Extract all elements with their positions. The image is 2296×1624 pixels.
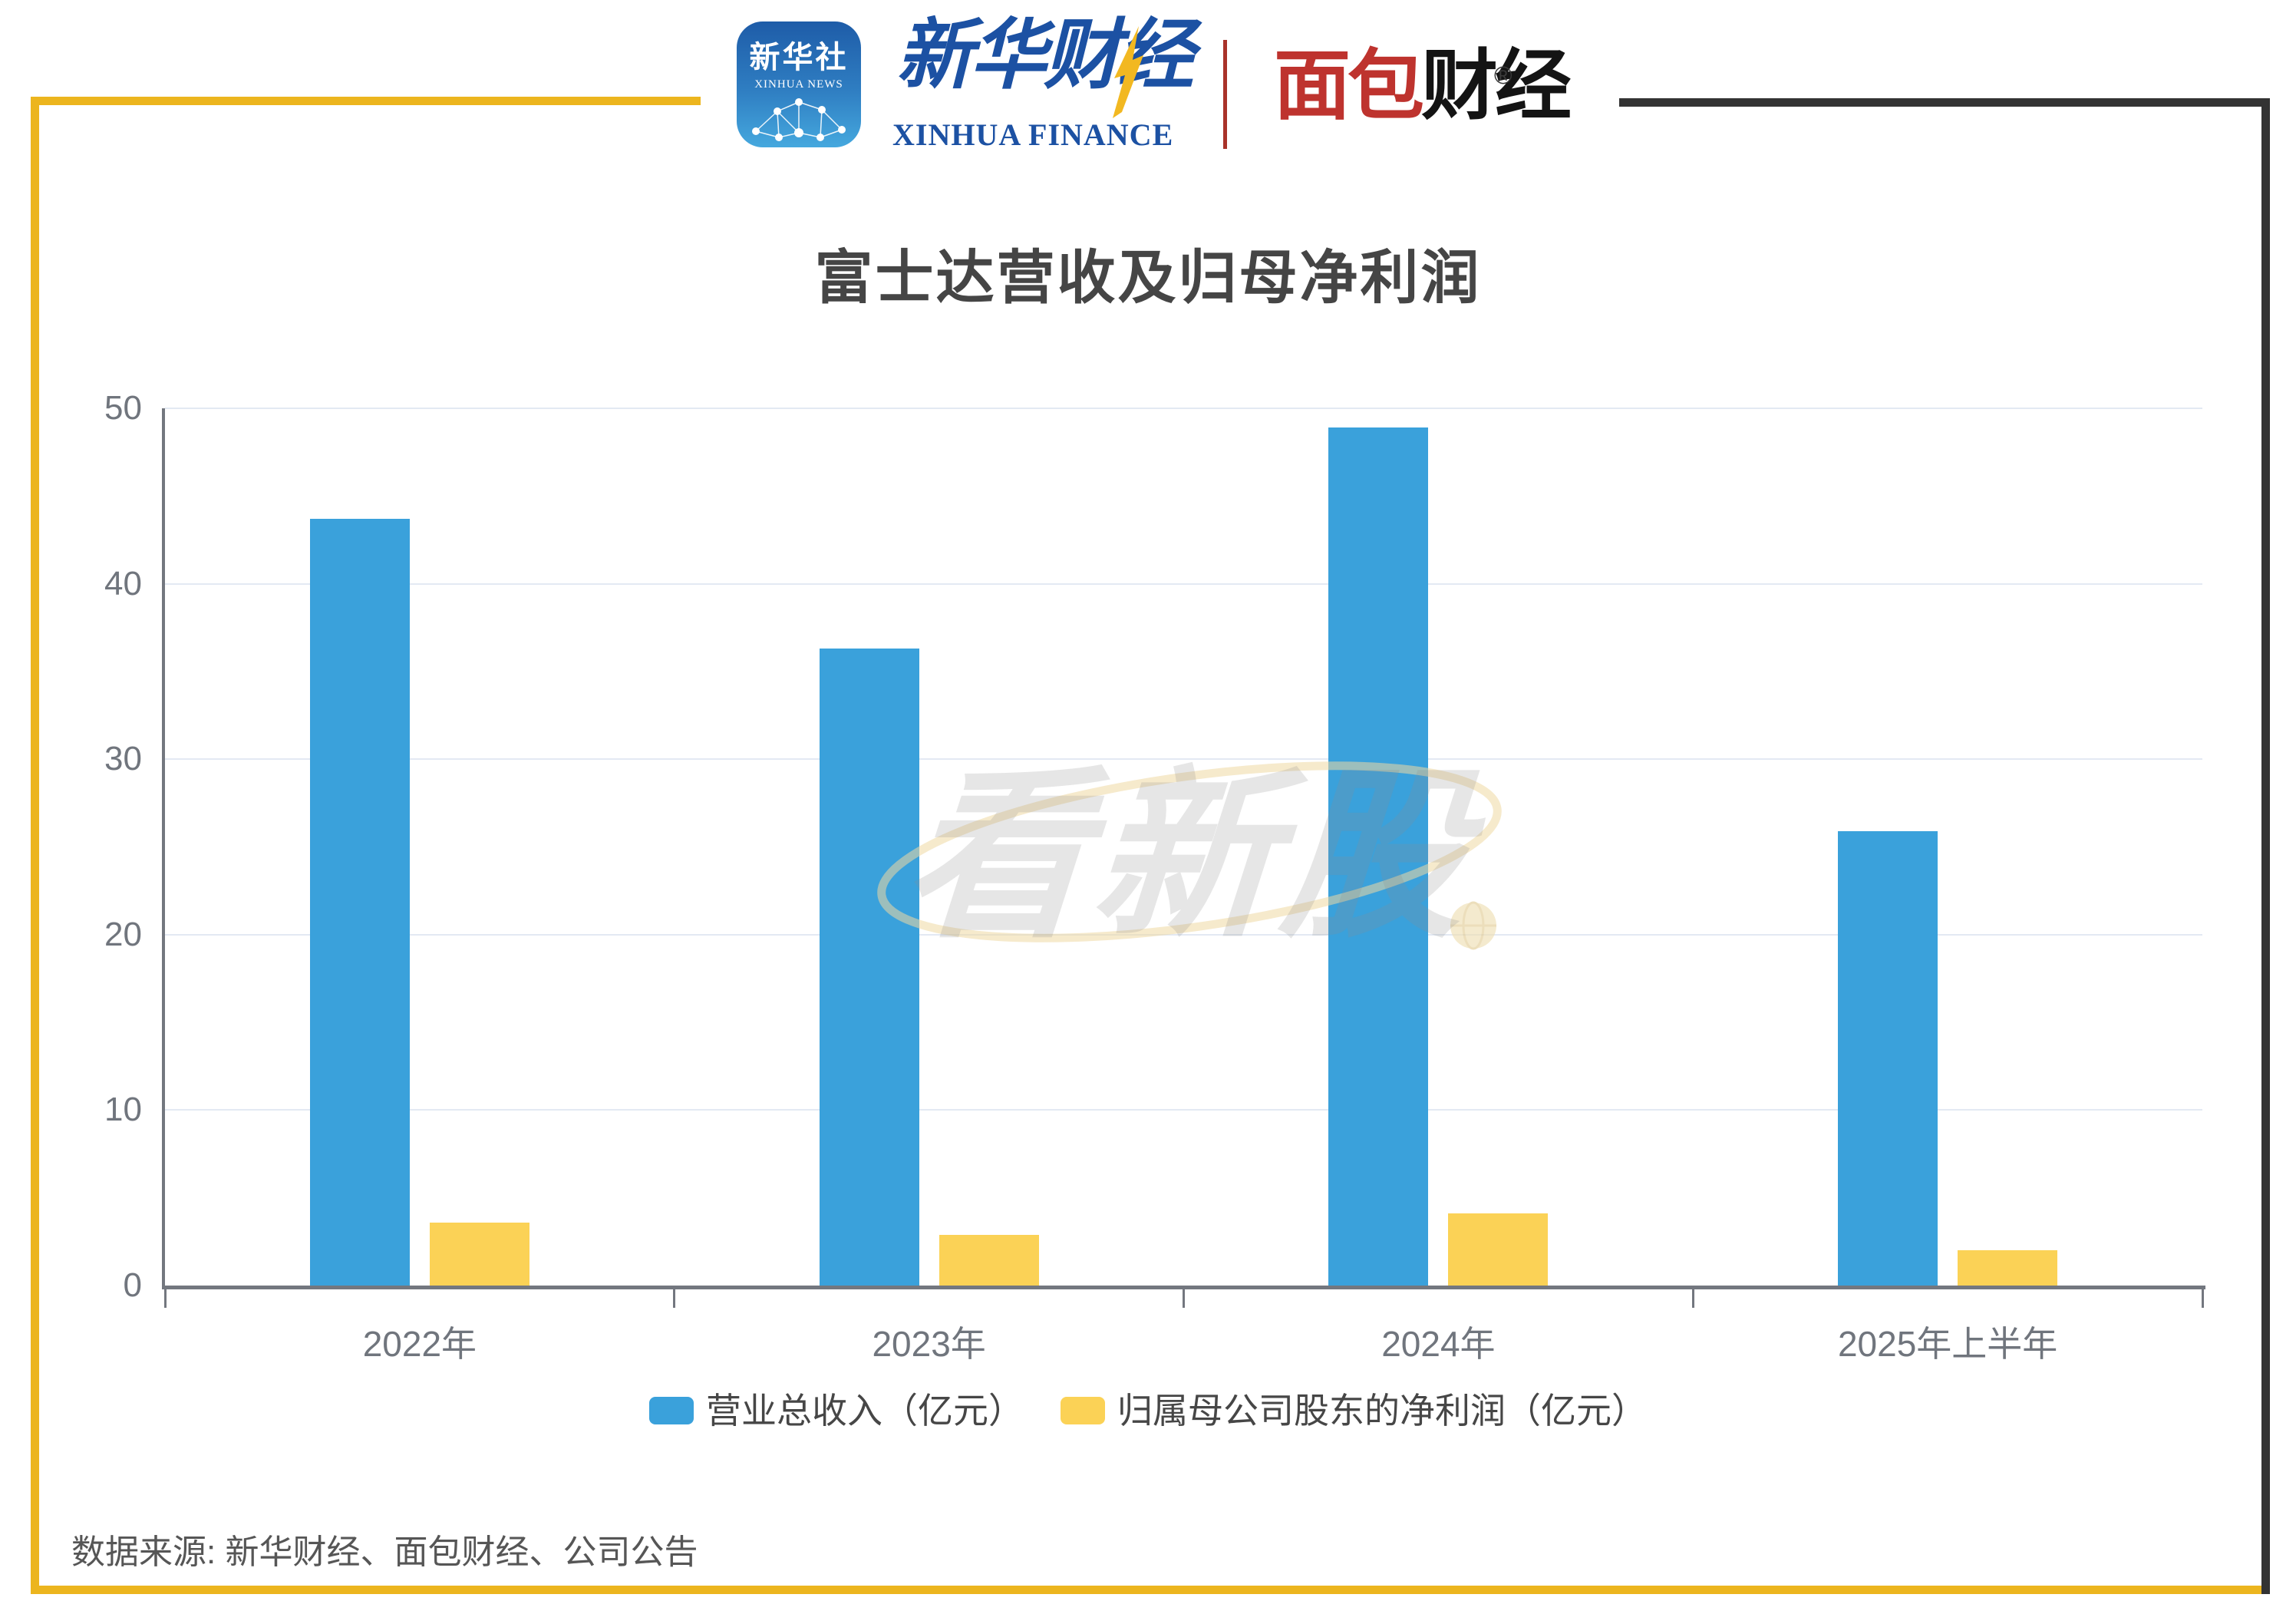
header-divider: [1223, 40, 1227, 149]
chart-title: 富士达营收及归母净利润: [814, 246, 1482, 311]
x-axis-tick-4: [2201, 1289, 2204, 1308]
bar-2024年-series-0[interactable]: [1328, 427, 1429, 1286]
x-axis-tick-1: [673, 1289, 676, 1308]
gridline-y-40: [165, 583, 2202, 585]
xinhua-news-app-logo: 新华社 XINHUA NEWS: [737, 21, 861, 147]
bar-2025年上半年-series-1[interactable]: [1958, 1250, 2058, 1286]
x-category-label-2024年: 2024年: [1381, 1324, 1496, 1364]
frame-top-dark-line: [1619, 98, 2270, 107]
y-tick-label-0: 0: [123, 1266, 142, 1304]
y-tick-label-50: 50: [104, 389, 142, 427]
x-axis-tick-0: [163, 1289, 167, 1308]
legend-swatch-0: [649, 1397, 694, 1424]
x-category-label-2022年: 2022年: [362, 1324, 477, 1364]
y-tick-label-10: 10: [104, 1091, 142, 1129]
xinhua-news-logo-en: XINHUA NEWS: [754, 78, 843, 91]
gridline-y-50: [165, 408, 2202, 409]
registered-trademark-icon: ®: [1494, 61, 1513, 89]
bar-2022年-series-1[interactable]: [429, 1222, 529, 1286]
data-source-note: 数据来源: 新华财经、面包财经、公司公告: [71, 1533, 698, 1571]
gridline-y-30: [165, 758, 2202, 761]
bar-2022年-series-0[interactable]: [309, 519, 410, 1286]
gridline-y-10: [165, 1109, 2202, 1111]
plot-area: 0 10 20 30 40 50 2022年 2023年 2024年 2025年上半年: [104, 389, 2205, 1364]
frame-right-dark-line: [2261, 98, 2270, 1594]
network-constellation-icon: [752, 98, 846, 141]
mianbao-caijing-logo: 面包财经 ®: [1274, 40, 1572, 132]
x-axis-tick-2: [1183, 1289, 1185, 1308]
mianbao-logo-black-part: 财经: [1421, 43, 1572, 129]
x-category-label-2025年上半年: 2025年上半年: [1837, 1324, 2058, 1364]
bar-2023年-series-1[interactable]: [939, 1234, 1039, 1286]
y-tick-label-40: 40: [104, 564, 142, 602]
frame-top-yellow-line: [31, 97, 701, 105]
legend-label-0: 营业总收入（亿元）: [706, 1391, 1024, 1431]
x-category-label-2023年: 2023年: [872, 1324, 986, 1364]
legend-item-1[interactable]: 归属母公司股东的净利润（亿元）: [1061, 1391, 1647, 1431]
y-tick-label-20: 20: [104, 915, 142, 953]
xinhua-finance-logo-cn: 新华财经: [896, 12, 1194, 98]
frame-left-yellow-line: [31, 97, 39, 1594]
bar-2024年-series-1[interactable]: [1448, 1213, 1549, 1286]
bar-2023年-series-0[interactable]: [819, 649, 919, 1286]
bar-2025年上半年-series-0[interactable]: [1838, 830, 1938, 1286]
legend-label-1: 归属母公司股东的净利润（亿元）: [1117, 1391, 1647, 1431]
x-axis-tick-3: [1691, 1289, 1694, 1308]
chart-legend: 营业总收入（亿元） 归属母公司股东的净利润（亿元）: [0, 1391, 2296, 1431]
lightning-arrow-icon: [1113, 26, 1143, 118]
xinhua-news-logo-cn: 新华社: [749, 41, 849, 74]
xinhua-finance-logo-en: XINHUA FINANCE: [892, 117, 1174, 152]
legend-swatch-1: [1061, 1397, 1105, 1424]
mianbao-logo-red-part: 面包: [1274, 43, 1424, 129]
y-axis-line: [162, 408, 165, 1289]
legend-item-0[interactable]: 营业总收入（亿元）: [649, 1391, 1024, 1431]
x-axis-line: [162, 1286, 2205, 1289]
y-tick-label-30: 30: [104, 740, 142, 778]
frame-bottom-yellow-line: [31, 1586, 2270, 1594]
